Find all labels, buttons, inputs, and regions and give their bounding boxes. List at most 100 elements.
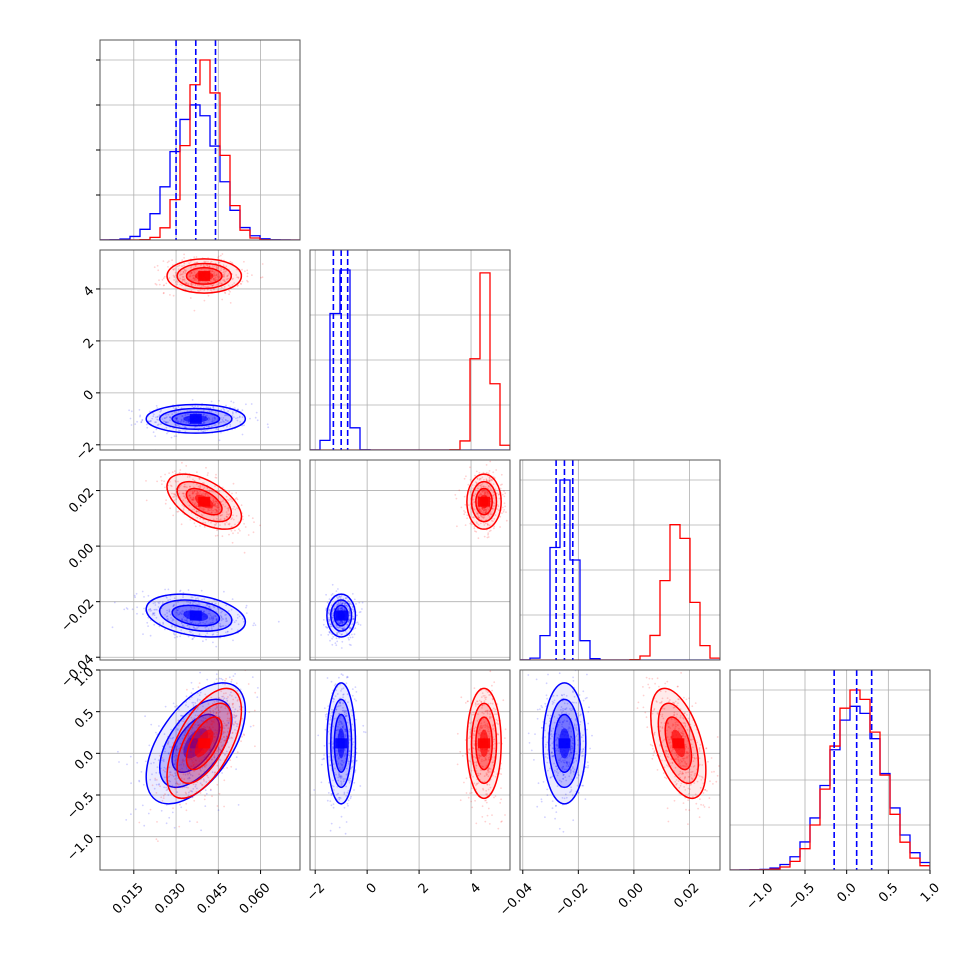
scatter-point (186, 695, 188, 697)
scatter-point (163, 797, 165, 799)
scatter-point (169, 294, 171, 296)
scatter-point (323, 758, 325, 760)
scatter-point (217, 805, 219, 807)
scatter-point (185, 803, 187, 805)
scatter-point (235, 498, 237, 500)
scatter-point (139, 409, 141, 411)
scatter-point (572, 677, 574, 679)
scatter-point (232, 640, 234, 642)
scatter-point (225, 405, 227, 407)
scatter-point (168, 589, 170, 591)
scatter-point (180, 590, 182, 592)
scatter-point (457, 764, 459, 766)
scatter-point (251, 403, 253, 405)
scatter-point (148, 595, 150, 597)
panel-2d-param-2-vs-4 (310, 654, 510, 870)
scatter-point (241, 736, 243, 738)
scatter-point (161, 757, 163, 759)
scatter-point (341, 816, 343, 818)
scatter-point (185, 465, 187, 467)
scatter-point (359, 785, 361, 787)
scatter-point (244, 270, 246, 272)
scatter-point (233, 483, 235, 485)
scatter-point (216, 477, 218, 479)
scatter-point (489, 461, 491, 463)
scatter-point (210, 789, 212, 791)
scatter-point (248, 683, 250, 685)
scatter-point (336, 666, 338, 668)
scatter-point (156, 405, 158, 407)
scatter-point (506, 520, 508, 522)
scatter-point (573, 680, 575, 682)
scatter-point (148, 813, 150, 815)
scatter-point (234, 530, 236, 532)
scatter-point (539, 708, 541, 710)
scatter-point (358, 602, 360, 604)
scatter-point (483, 472, 485, 474)
scatter-point (223, 591, 225, 593)
scatter-point (471, 807, 473, 809)
scatter-point (156, 821, 158, 823)
scatter-point (166, 822, 168, 824)
scatter-point (464, 511, 466, 513)
scatter-point (469, 792, 471, 794)
scatter-point (354, 633, 356, 635)
panel-contents (527, 638, 722, 833)
scatter-point (161, 480, 163, 482)
scatter-point (355, 700, 357, 702)
scatter-point (221, 299, 223, 301)
scatter-point (247, 276, 249, 278)
scatter-point (362, 725, 364, 727)
scatter-point (338, 677, 340, 679)
scatter-point (491, 814, 493, 816)
scatter-point (466, 514, 468, 516)
scatter-point (252, 625, 254, 627)
scatter-point (221, 772, 223, 774)
scatter-point (350, 798, 352, 800)
scatter-point (176, 705, 178, 707)
scatter-point (143, 596, 145, 598)
scatter-point (179, 472, 181, 474)
scatter-point (228, 491, 230, 493)
scatter-point (153, 624, 155, 626)
scatter-point (348, 799, 350, 801)
scatter-point (489, 823, 491, 825)
scatter-point (326, 713, 328, 715)
scatter-point (346, 682, 348, 684)
scatter-point (474, 800, 476, 802)
scatter-point (325, 729, 327, 731)
scatter-point (245, 607, 247, 609)
scatter-point (136, 613, 138, 615)
scatter-point (492, 471, 494, 473)
scatter-point (341, 641, 343, 643)
scatter-point (326, 627, 328, 629)
scatter-point (169, 735, 171, 737)
scatter-point (243, 424, 245, 426)
scatter-point (161, 483, 163, 485)
scatter-point (181, 720, 183, 722)
scatter-point (252, 676, 254, 678)
scatter-point (467, 701, 469, 703)
panel-contents (313, 654, 506, 834)
scatter-point (504, 496, 506, 498)
scatter-point (165, 503, 167, 505)
scatter-point (500, 798, 502, 800)
scatter-point (485, 800, 487, 802)
scatter-point (531, 750, 533, 752)
scatter-point (579, 655, 581, 657)
scatter-point (114, 602, 116, 604)
scatter-point (138, 781, 140, 783)
scatter-point (242, 409, 244, 411)
scatter-point (222, 535, 224, 537)
scatter-point (177, 720, 179, 722)
scatter-point (486, 802, 488, 804)
scatter-point (241, 269, 243, 271)
scatter-point (346, 821, 348, 823)
scatter-point (90, 414, 92, 416)
scatter-point (194, 310, 196, 312)
scatter-point (504, 492, 506, 494)
scatter-point (241, 504, 243, 506)
scatter-point (168, 472, 170, 474)
scatter-point (208, 295, 210, 297)
scatter-point (465, 524, 467, 526)
